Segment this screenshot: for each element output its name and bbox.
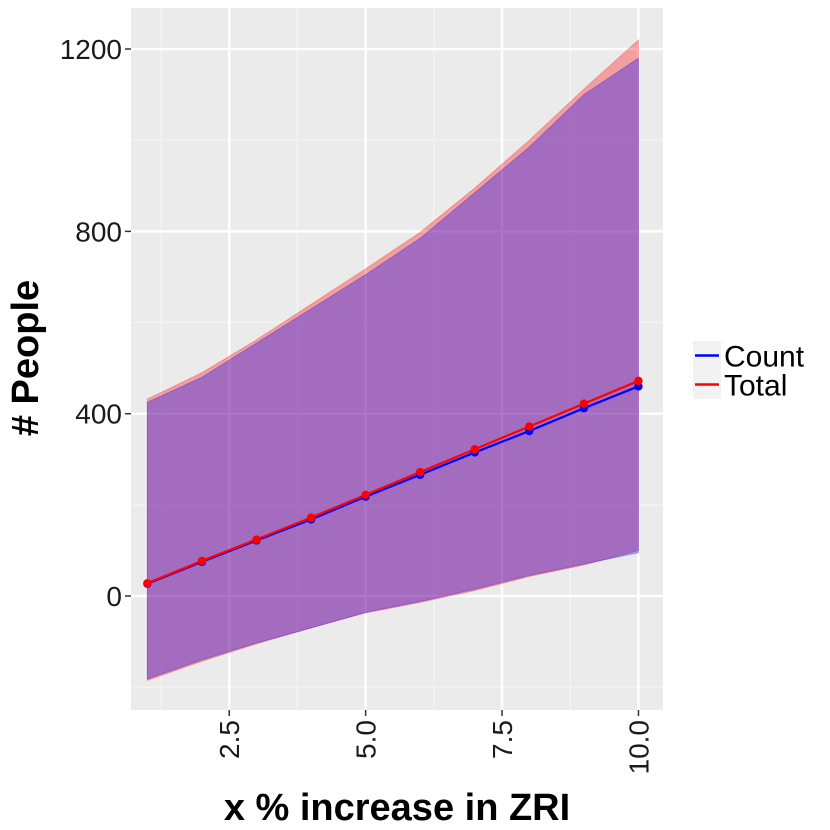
total-point <box>361 490 370 500</box>
plot-panel <box>131 8 663 710</box>
y-tick-label: 0 <box>106 581 122 612</box>
y-tick-label: 800 <box>75 216 122 247</box>
x-tick-label: 7.5 <box>487 720 518 759</box>
total-point <box>143 579 152 588</box>
total-point <box>525 422 534 431</box>
confidence-bands <box>146 38 639 682</box>
minor-grid <box>131 8 663 710</box>
axis-tick-labels: 2.5 5.0 7.5 10.0 0 400 800 1200 <box>60 34 655 774</box>
total-point <box>634 376 643 386</box>
series-points <box>143 376 643 588</box>
total-point <box>252 535 261 544</box>
count-band <box>146 57 639 680</box>
total-line <box>146 379 639 585</box>
series-lines <box>146 379 639 585</box>
total-point <box>197 556 207 566</box>
legend-label-count: Count <box>724 341 805 374</box>
axis-ticks <box>125 48 640 716</box>
x-tick-label: 10.0 <box>623 720 654 775</box>
total-point <box>415 467 425 477</box>
total-point <box>579 399 589 408</box>
total-point <box>306 513 316 522</box>
x-axis-title: x % increase in ZRI <box>224 787 570 829</box>
y-tick-label: 400 <box>75 399 122 430</box>
y-axis-title: # People <box>5 280 47 436</box>
major-grid <box>131 8 663 710</box>
y-tick-label: 1200 <box>60 34 122 65</box>
total-band <box>146 38 639 682</box>
x-tick-label: 2.5 <box>214 720 245 759</box>
total-point <box>470 445 479 454</box>
legend-label-total: Total <box>724 370 787 403</box>
x-tick-label: 5.0 <box>351 720 382 759</box>
